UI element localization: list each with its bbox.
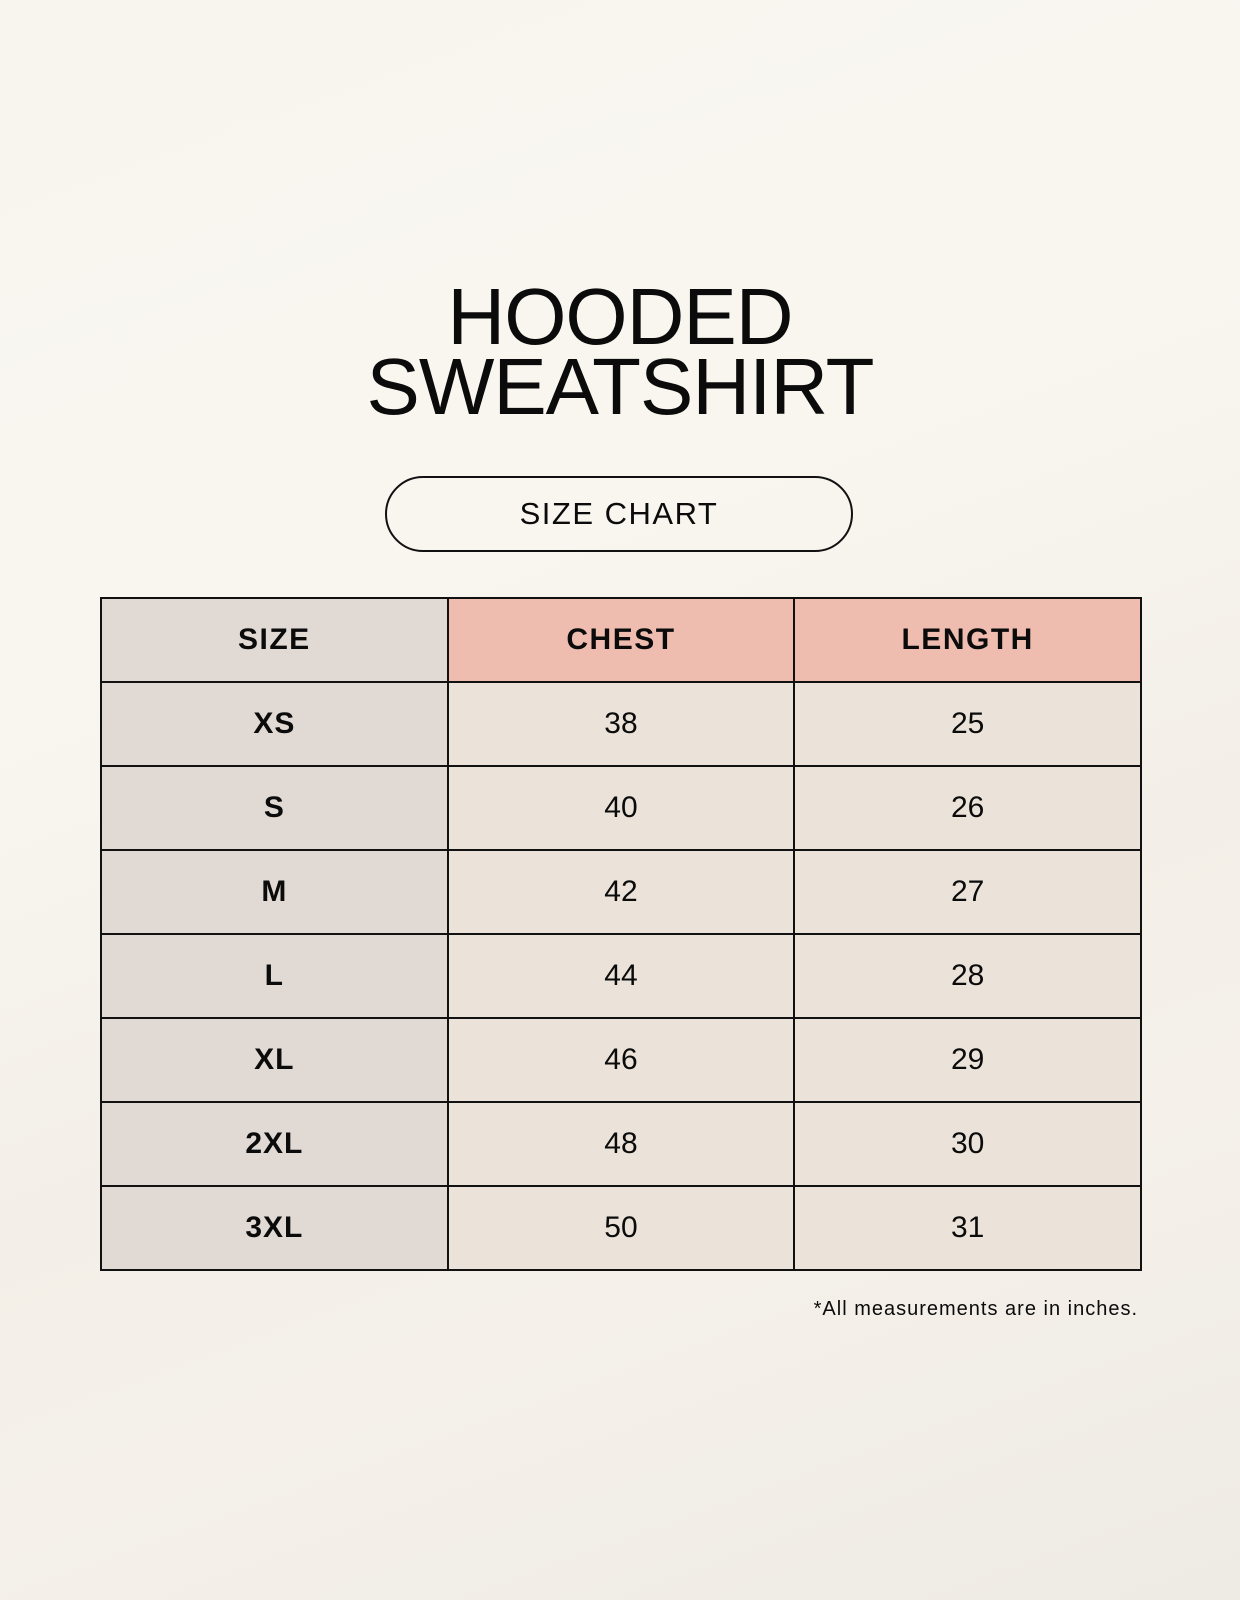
page-title: HOODED SWEATSHIRT (0, 272, 1240, 431)
size-cell: L (100, 933, 449, 1019)
title-line-2: SWEATSHIRT (366, 342, 874, 431)
size-cell: M (100, 849, 449, 935)
size-cell: 2XL (100, 1101, 449, 1187)
chest-cell: 44 (446, 933, 796, 1019)
table-row: L 44 28 (100, 933, 1142, 1019)
length-cell: 27 (793, 849, 1142, 935)
chest-cell: 50 (446, 1185, 796, 1271)
table-row: 2XL 48 30 (100, 1101, 1142, 1187)
length-cell: 28 (793, 933, 1142, 1019)
size-cell: S (100, 765, 449, 851)
length-cell: 25 (793, 681, 1142, 767)
size-chart-label: SIZE CHART (385, 476, 853, 552)
footnote: *All measurements are in inches. (813, 1298, 1138, 1320)
length-cell: 29 (793, 1017, 1142, 1103)
chest-cell: 48 (446, 1101, 796, 1187)
table-row: S 40 26 (100, 765, 1142, 851)
size-table: SIZE CHEST LENGTH XS 38 25 S 40 26 M 42 27 L 44 28 X… (100, 597, 1142, 1271)
table-row: XL 46 29 (100, 1017, 1142, 1103)
chest-cell: 42 (446, 849, 796, 935)
chest-cell: 46 (446, 1017, 796, 1103)
title-line-1: HOODED (447, 272, 793, 361)
table-header-row: SIZE CHEST LENGTH (100, 597, 1142, 683)
length-cell: 26 (793, 765, 1142, 851)
size-cell: XS (100, 681, 449, 767)
chest-cell: 40 (446, 765, 796, 851)
length-cell: 30 (793, 1101, 1142, 1187)
header-chest: CHEST (446, 597, 796, 683)
chest-cell: 38 (446, 681, 796, 767)
size-cell: XL (100, 1017, 449, 1103)
table-row: M 42 27 (100, 849, 1142, 935)
length-cell: 31 (793, 1185, 1142, 1271)
size-cell: 3XL (100, 1185, 449, 1271)
header-length: LENGTH (793, 597, 1142, 683)
table-row: XS 38 25 (100, 681, 1142, 767)
table-row: 3XL 50 31 (100, 1185, 1142, 1271)
header-size: SIZE (100, 597, 449, 683)
